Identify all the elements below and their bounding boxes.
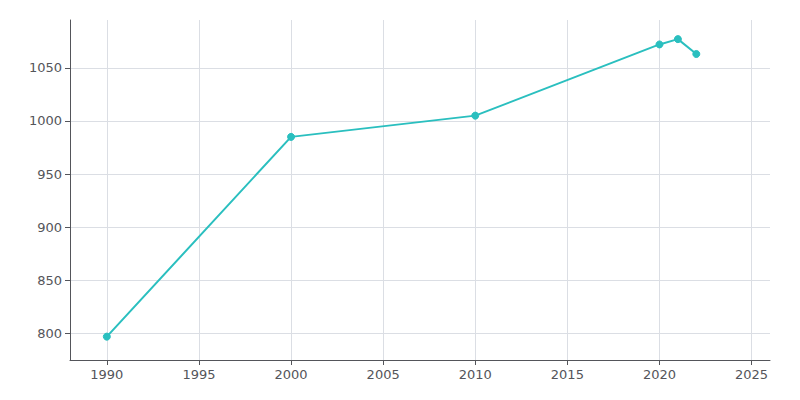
svg-text:1990: 1990 bbox=[90, 367, 123, 382]
svg-text:1050: 1050 bbox=[29, 60, 62, 75]
svg-text:1000: 1000 bbox=[29, 113, 62, 128]
svg-text:2025: 2025 bbox=[735, 367, 768, 382]
svg-text:2020: 2020 bbox=[643, 367, 676, 382]
svg-text:2010: 2010 bbox=[459, 367, 492, 382]
svg-text:2005: 2005 bbox=[367, 367, 400, 382]
svg-text:850: 850 bbox=[37, 273, 62, 288]
svg-text:800: 800 bbox=[37, 326, 62, 341]
svg-text:1995: 1995 bbox=[182, 367, 215, 382]
svg-text:2015: 2015 bbox=[551, 367, 584, 382]
svg-text:900: 900 bbox=[37, 220, 62, 235]
svg-text:2000: 2000 bbox=[275, 367, 308, 382]
svg-text:950: 950 bbox=[37, 167, 62, 182]
